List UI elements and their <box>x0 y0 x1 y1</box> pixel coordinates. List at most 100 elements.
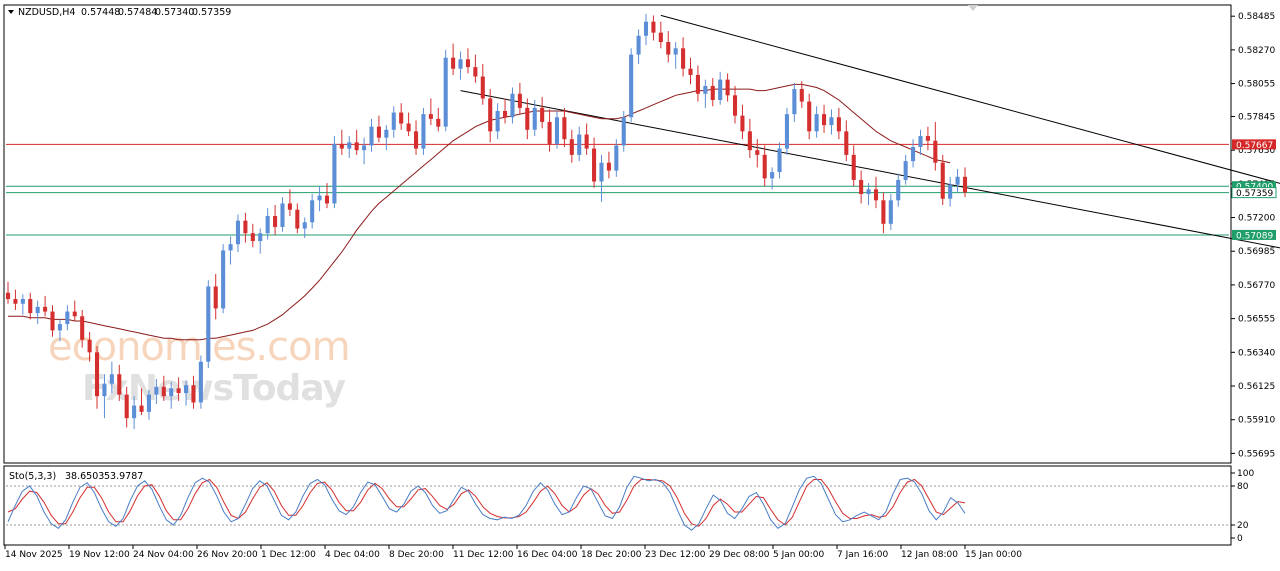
candle <box>770 167 775 190</box>
candle-body <box>688 68 693 75</box>
candle <box>421 107 426 155</box>
candle-body <box>117 374 122 395</box>
time-tick-label: 19 Nov 12:00 <box>69 550 130 560</box>
candle <box>146 389 151 420</box>
candle <box>918 129 923 155</box>
candle-body <box>176 388 181 394</box>
time-tick-label: 23 Dec 12:00 <box>645 550 706 560</box>
candle-body <box>451 57 456 69</box>
price-tick-label: 0.55910 <box>1238 416 1275 426</box>
candle-body <box>221 250 226 309</box>
candle-body <box>406 123 411 132</box>
candle-body <box>488 98 493 132</box>
moving-average <box>8 83 951 341</box>
price-tag-label: 0.57089 <box>1236 231 1273 241</box>
candle <box>807 93 812 140</box>
candle-body <box>80 316 85 340</box>
candle <box>688 57 693 85</box>
candle <box>606 151 611 179</box>
candle <box>191 375 196 409</box>
candle-body <box>206 286 211 362</box>
price-tick-label: 0.56125 <box>1238 382 1275 392</box>
candle-body <box>866 189 871 195</box>
ohlc-close: 0.57359 <box>192 7 231 18</box>
candle-body <box>102 383 107 397</box>
stochastic-main-line <box>7 475 966 531</box>
candle <box>955 168 960 193</box>
candle-body <box>658 32 663 43</box>
candle-body <box>161 386 166 397</box>
price-tick-label: 0.56985 <box>1238 247 1275 257</box>
candle <box>525 98 530 140</box>
candle <box>280 197 285 232</box>
stochastic-lines <box>6 475 1229 531</box>
candle-body <box>792 89 797 115</box>
candle <box>510 87 515 124</box>
candle <box>643 13 649 46</box>
candle-body <box>807 101 812 132</box>
candle <box>851 145 856 187</box>
candle-body <box>280 203 285 227</box>
time-tick-label: 4 Dec 04:00 <box>325 550 380 560</box>
candle-body <box>369 126 374 146</box>
indicator-panel[interactable] <box>3 465 1232 546</box>
candle <box>317 186 322 212</box>
candle-body <box>265 215 270 234</box>
candle-body <box>295 209 300 229</box>
price-tag <box>1232 181 1276 192</box>
candle <box>473 54 478 83</box>
candle <box>903 154 908 185</box>
candle <box>20 294 25 315</box>
candle <box>228 236 233 265</box>
candle <box>762 145 767 187</box>
candle-body <box>554 117 560 144</box>
candle <box>480 63 485 105</box>
ohlc-low: 0.57340 <box>155 7 194 18</box>
price-tag <box>1232 229 1276 240</box>
candle-body <box>844 131 849 155</box>
watermark-line2: FxNewsToday <box>82 368 346 409</box>
time-tick-label: 24 Nov 04:00 <box>133 550 194 560</box>
candle <box>784 107 789 155</box>
candle <box>703 79 708 108</box>
price-tick-label: 0.57630 <box>1238 146 1275 156</box>
candle-body <box>428 114 433 119</box>
candle <box>176 377 181 401</box>
scroll-marker-icon[interactable] <box>968 5 978 11</box>
candle <box>836 107 841 140</box>
candle-body <box>962 176 968 193</box>
price-tick-label: 0.58485 <box>1238 12 1275 22</box>
moving-average-line <box>8 83 951 341</box>
candle-body <box>643 21 649 36</box>
candle-body <box>836 117 841 132</box>
indicator-value-main: 38.6503 <box>65 471 104 482</box>
candle-body <box>755 150 760 155</box>
candle-body <box>799 89 804 102</box>
candle <box>310 194 315 229</box>
candle-body <box>829 117 834 126</box>
candle-body <box>191 385 196 403</box>
candle <box>599 154 604 202</box>
indicator-tick-label: 0 <box>1237 534 1243 544</box>
candle-body <box>525 107 530 130</box>
candle-body <box>154 386 159 395</box>
candle-body <box>651 21 656 33</box>
candle-body <box>859 179 864 195</box>
candle-body <box>43 306 48 312</box>
candle-body <box>213 286 218 309</box>
candle-body <box>5 292 11 300</box>
candle-body <box>347 142 352 149</box>
candle-body <box>273 215 278 227</box>
candle-body <box>718 79 723 101</box>
price-tick-label: 0.56770 <box>1238 281 1275 291</box>
price-tick-label: 0.58055 <box>1238 80 1275 90</box>
candle-body <box>20 299 25 304</box>
price-tag <box>1231 187 1277 199</box>
candle-body <box>517 93 522 108</box>
symbol-menu-icon[interactable] <box>8 10 14 14</box>
candle-body <box>666 42 671 55</box>
candle <box>94 346 100 409</box>
price-panel[interactable] <box>3 4 1232 464</box>
candle <box>732 85 738 124</box>
